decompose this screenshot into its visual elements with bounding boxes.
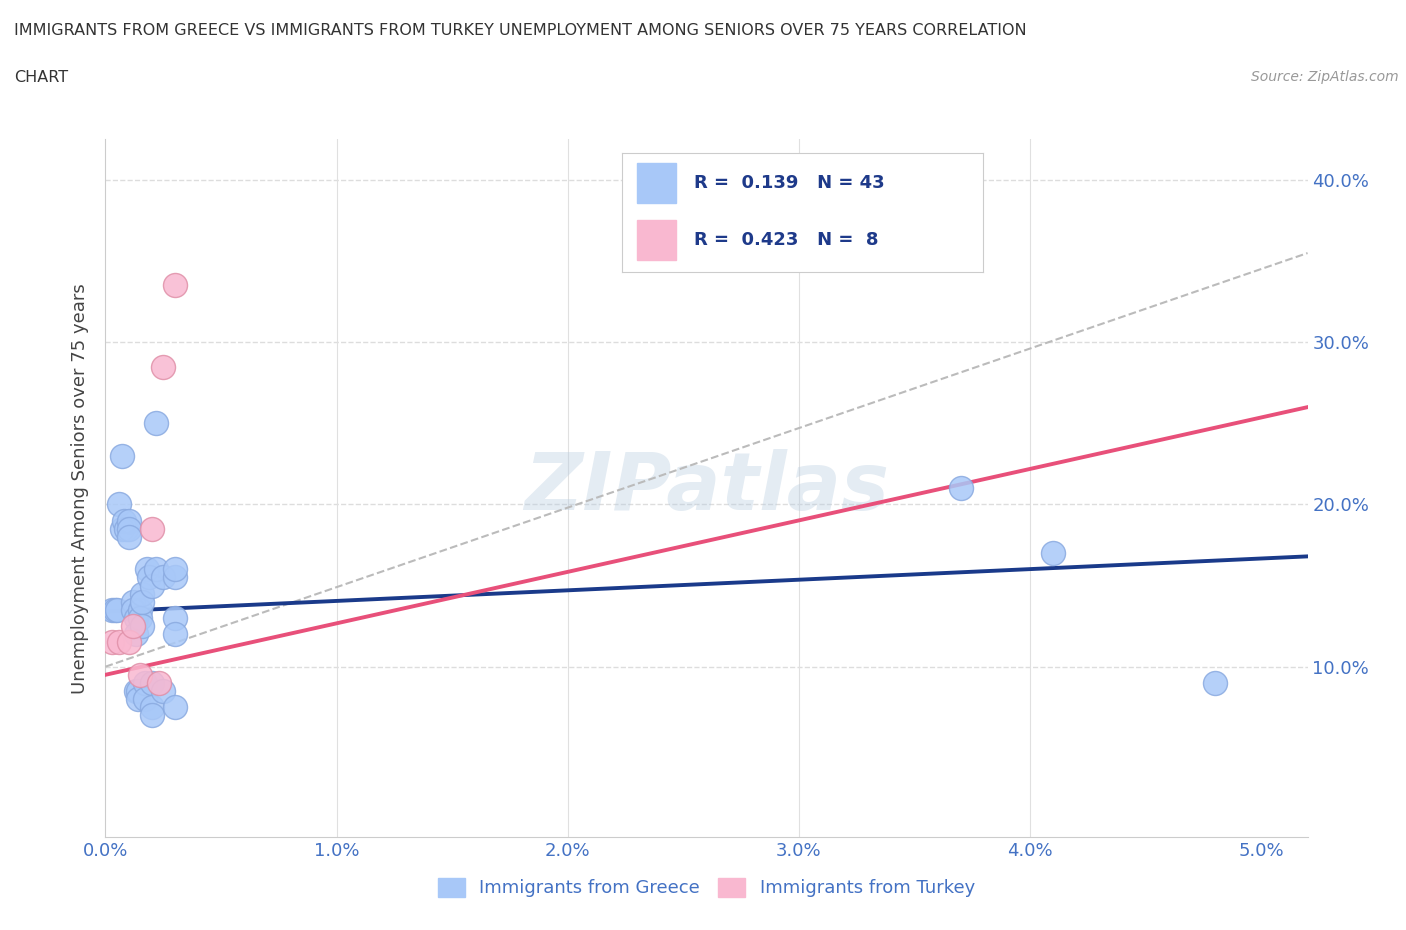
Point (141, 578, 163, 593)
Point (163, 278, 186, 293)
Point (122, 603, 145, 618)
Point (152, 570, 174, 585)
Point (117, 513, 139, 528)
Y-axis label: Unemployment Among Seniors over 75 years: Unemployment Among Seniors over 75 years (72, 283, 90, 694)
Point (148, 675, 170, 690)
Point (134, 675, 156, 690)
Point (131, 594, 153, 609)
Point (129, 611, 152, 626)
Point (138, 570, 160, 585)
Point (1204, 675, 1226, 690)
Point (112, 513, 135, 528)
Point (124, 627, 146, 642)
Point (136, 562, 159, 577)
Point (115, 522, 138, 537)
Point (108, 635, 131, 650)
Point (129, 668, 152, 683)
Point (145, 562, 167, 577)
Text: Source: ZipAtlas.com: Source: ZipAtlas.com (1251, 70, 1399, 84)
Point (163, 562, 186, 577)
Point (134, 692, 156, 707)
Point (117, 635, 139, 650)
Text: CHART: CHART (14, 70, 67, 85)
Point (131, 586, 153, 601)
Point (101, 635, 124, 650)
Point (163, 699, 186, 714)
Point (949, 481, 972, 496)
Point (1042, 546, 1064, 561)
Point (117, 529, 139, 544)
Point (141, 708, 163, 723)
Point (129, 603, 152, 618)
Point (127, 692, 149, 707)
Point (105, 603, 128, 618)
Point (124, 684, 146, 698)
Text: IMMIGRANTS FROM GREECE VS IMMIGRANTS FROM TURKEY UNEMPLOYMENT AMONG SENIORS OVER: IMMIGRANTS FROM GREECE VS IMMIGRANTS FRO… (14, 23, 1026, 38)
Point (127, 684, 149, 698)
Legend: Immigrants from Greece, Immigrants from Turkey: Immigrants from Greece, Immigrants from … (430, 870, 983, 905)
Point (122, 618, 145, 633)
Point (152, 359, 174, 374)
Point (163, 570, 186, 585)
Point (141, 522, 163, 537)
Point (124, 611, 146, 626)
Point (101, 603, 124, 618)
Point (141, 675, 163, 690)
Point (141, 699, 163, 714)
Point (111, 522, 134, 537)
Point (111, 448, 134, 463)
Point (122, 594, 145, 609)
Text: ZIPatlas: ZIPatlas (524, 449, 889, 527)
Point (145, 416, 167, 431)
Point (152, 684, 174, 698)
Point (117, 522, 139, 537)
Point (163, 611, 186, 626)
Point (131, 618, 153, 633)
Point (108, 497, 131, 512)
Point (104, 603, 127, 618)
Point (163, 627, 186, 642)
